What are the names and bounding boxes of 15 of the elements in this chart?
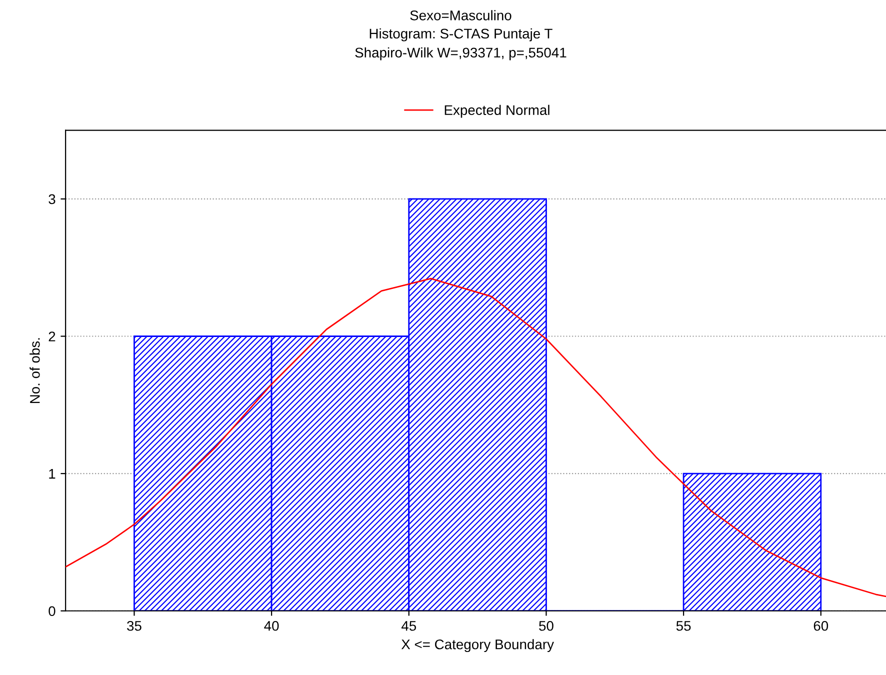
y-tick-label: 0 [48,606,56,616]
y-tick-label: 2 [48,332,56,342]
x-tick-label: 55 [676,621,691,631]
legend-label: Expected Normal [444,104,550,118]
chart-subtitle: Histogram: S-CTAS Puntaje T Shapiro-Wilk W=,93371, p=,55041 [355,28,566,60]
x-axis-title: X <= Category Boundary [401,639,554,652]
x-tick-label: 50 [539,620,554,631]
y-axis-title: No. of obs. [30,338,40,404]
x-tick-label: 60 [814,620,828,631]
chart-title: Sexo=Masculino [410,10,512,20]
x-tick-label: 45 [401,621,416,631]
x-tick-label: 40 [264,620,279,631]
y-tick-label: 3 [48,194,56,204]
y-tick-label: 1 [49,469,56,479]
x-tick-label: 35 [127,620,142,631]
